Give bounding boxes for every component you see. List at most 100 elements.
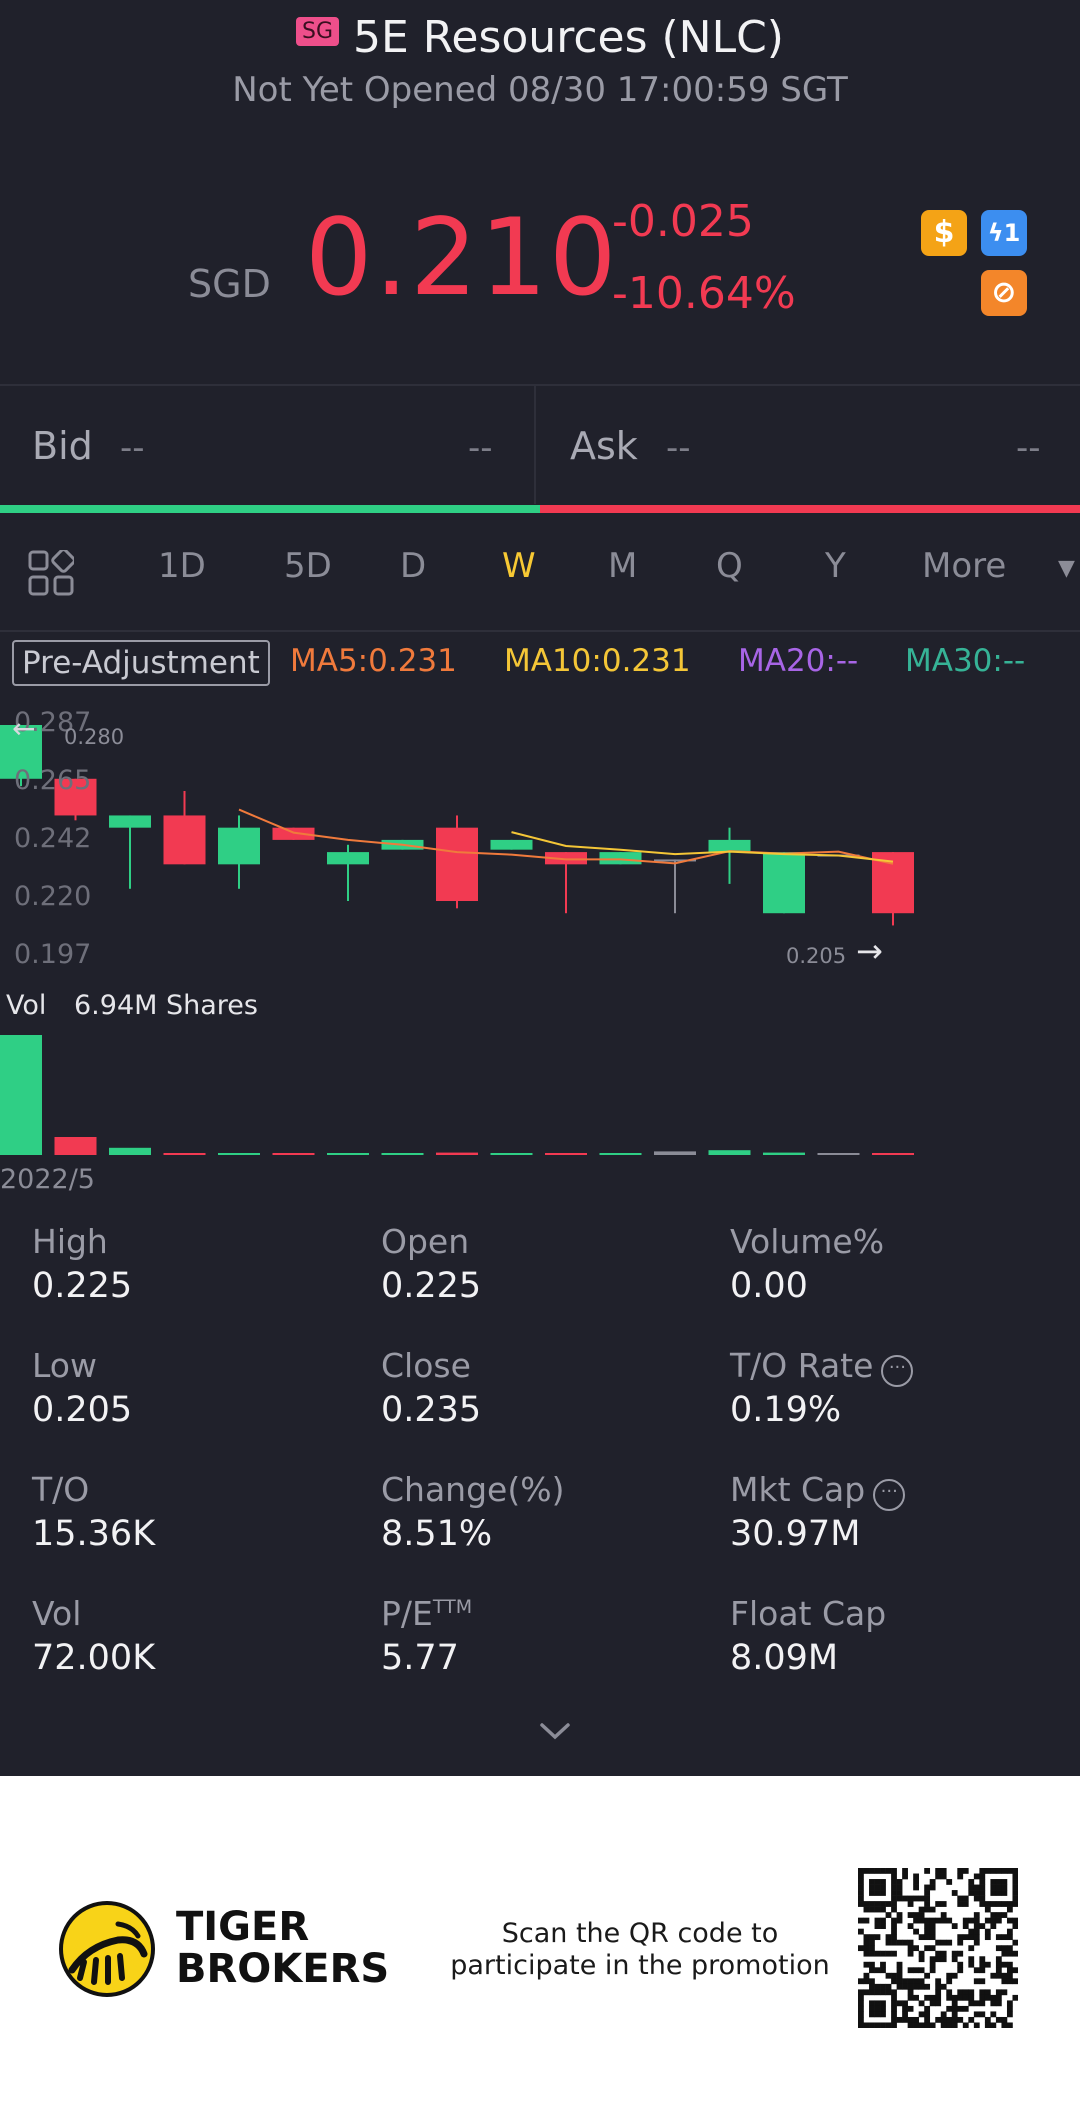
qr-module [874,2005,881,2012]
candlestick-chart[interactable] [0,700,1080,1170]
qr-module [869,1934,875,1941]
qr-module [869,2000,875,2007]
qr-module [951,2011,958,2018]
volume-bar [817,1153,860,1155]
qr-module [891,2022,897,2028]
ask-size: -- [1016,428,1041,468]
candle-body [763,852,805,914]
chevron-down-icon[interactable]: ▼ [1058,556,1075,581]
more-info-icon[interactable]: ··· [881,1355,914,1387]
qr-module [891,2005,897,2012]
tab-5d[interactable]: 5D [284,546,332,586]
qr-module [990,1884,997,1891]
qr-module [918,1895,925,1902]
candle-body [109,815,151,828]
pre-adjustment-button[interactable]: Pre-Adjustment [12,640,270,686]
candle-body [654,859,696,862]
stat-value-to-rate: 0.19% [730,1390,842,1430]
bid-ask-separator [534,386,536,504]
volume-bar [545,1153,587,1155]
candle-body [872,852,914,914]
qr-module [962,2005,969,2012]
qr-module [858,1884,864,1891]
qr-module [907,1994,914,2001]
qr-module [907,1978,914,1985]
qr-module [924,1983,931,1990]
qr-module [995,1994,1002,2001]
qr-module [957,1868,964,1874]
qr-module [913,1967,919,1974]
qr-module [896,1884,903,1891]
qr-module [869,1961,875,1968]
qr-module [896,1890,903,1896]
qr-module [962,1917,969,1924]
qr-module [968,2000,975,2007]
qr-module [924,1917,931,1924]
tab-q[interactable]: Q [716,546,743,586]
qr-module [874,1923,881,1929]
qr-module [940,1917,947,1924]
qr-module [869,1950,875,1957]
more-info-icon[interactable]: ··· [873,1479,906,1511]
qr-module [935,1956,942,1963]
qr-module [924,1890,931,1896]
qr-module [995,1961,1002,1968]
stat-label-pe-suffix: TTM [432,1596,473,1618]
tab-m[interactable]: M [608,546,638,586]
qr-module [973,1895,980,1902]
qr-module [979,2000,986,2007]
qr-module [880,1901,886,1907]
qr-module [918,1912,925,1918]
qr-module [935,1983,942,1990]
currency-label: SGD [188,262,271,306]
qr-module [907,1901,914,1907]
tab-1d[interactable]: 1D [158,546,206,586]
chart-circle-icon[interactable]: ⊘ [981,270,1027,316]
qr-module [984,1934,991,1941]
expand-chevron-icon[interactable] [538,1720,572,1742]
qr-module [951,1950,958,1957]
tab-d[interactable]: D [400,546,427,586]
candle-body [490,839,533,850]
qr-module [973,2000,980,2007]
qr-module [924,2016,931,2023]
qr-module [924,1884,931,1891]
tab-y[interactable]: Y [825,546,846,586]
qr-module [874,2000,881,2007]
divider [0,384,1080,386]
qr-module [880,1890,886,1896]
qr-module [962,1934,969,1941]
qr-module [858,1945,864,1952]
last-price: 0.210 [305,196,619,319]
flash-icon[interactable]: ϟ1 [981,210,1027,256]
grid-layout-icon[interactable] [28,550,74,596]
qr-module [979,1884,986,1891]
tab-w[interactable]: W [502,546,536,586]
dollar-icon[interactable]: $ [921,210,967,256]
qr-module [896,1912,903,1918]
qr-module [1012,1873,1018,1880]
qr-module [907,2016,914,2023]
qr-module [896,1879,903,1885]
qr-module [907,1945,914,1952]
qr-module [929,2000,936,2007]
qr-module [907,1939,914,1946]
qr-module [1006,1928,1013,1935]
qr-module [885,1939,892,1946]
tab-more[interactable]: More [922,546,1007,586]
qr-module [896,1917,903,1924]
volume-bar [654,1151,696,1155]
qr-module [979,1956,986,1963]
volume-bar [872,1153,914,1155]
qr-module [869,2005,875,2012]
qr-module [863,1978,870,1985]
bid-strength-bar [0,505,540,513]
qr-module [951,2000,958,2007]
qr-module [951,1890,958,1896]
qr-module [990,1923,997,1929]
qr-module [907,2005,914,2012]
y-tick-label: 0.197 [14,939,92,970]
qr-module [869,1890,875,1896]
stat-label-pe: P/E [381,1594,433,1633]
qr-module [885,1950,892,1957]
